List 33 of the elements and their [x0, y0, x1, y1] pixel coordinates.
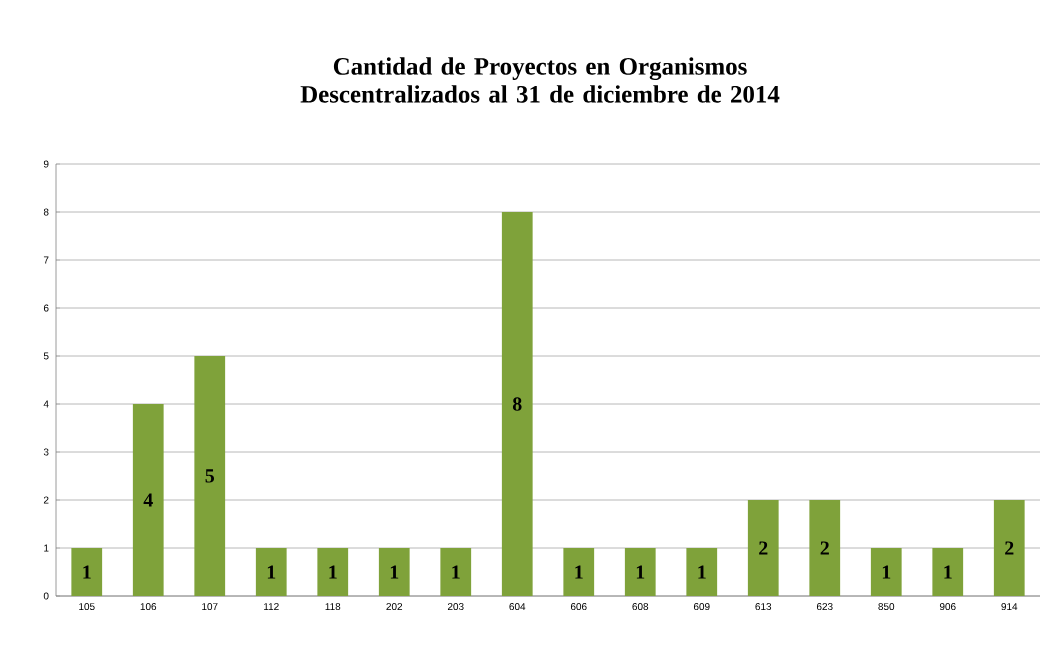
bar [993, 500, 1025, 596]
bar [194, 356, 226, 596]
data-label: 2 [759, 541, 768, 555]
data-label: 4 [143, 493, 153, 507]
bar [624, 548, 656, 596]
data-label: 1 [329, 565, 337, 579]
data-label: 1 [452, 565, 460, 579]
data-label: 1 [83, 565, 91, 579]
data-label: 1 [698, 565, 706, 579]
data-label: 1 [944, 565, 952, 579]
bar [501, 212, 533, 596]
data-label: 1 [267, 565, 276, 579]
bar [870, 548, 902, 596]
chart-title: Cantidad de Proyectos en Organismos Descentralizados al 31 de diciembre de 2014 [300, 57, 780, 103]
bar [747, 500, 779, 596]
bar [932, 548, 964, 596]
bar [686, 548, 718, 596]
bar [317, 548, 349, 596]
data-label: 2 [820, 541, 829, 555]
bar [440, 548, 472, 596]
data-label: 2 [1005, 541, 1014, 555]
data-label: 5 [205, 469, 215, 483]
data-label: 1 [575, 565, 583, 579]
bar [563, 548, 595, 596]
data-label: 1 [390, 565, 399, 579]
bar [132, 404, 164, 596]
data-label: 1 [882, 565, 891, 579]
bar [809, 500, 841, 596]
bar [71, 548, 103, 596]
bar [255, 548, 287, 596]
data-label: 8 [512, 397, 522, 411]
bar [378, 548, 410, 596]
data-label: 1 [636, 565, 645, 579]
